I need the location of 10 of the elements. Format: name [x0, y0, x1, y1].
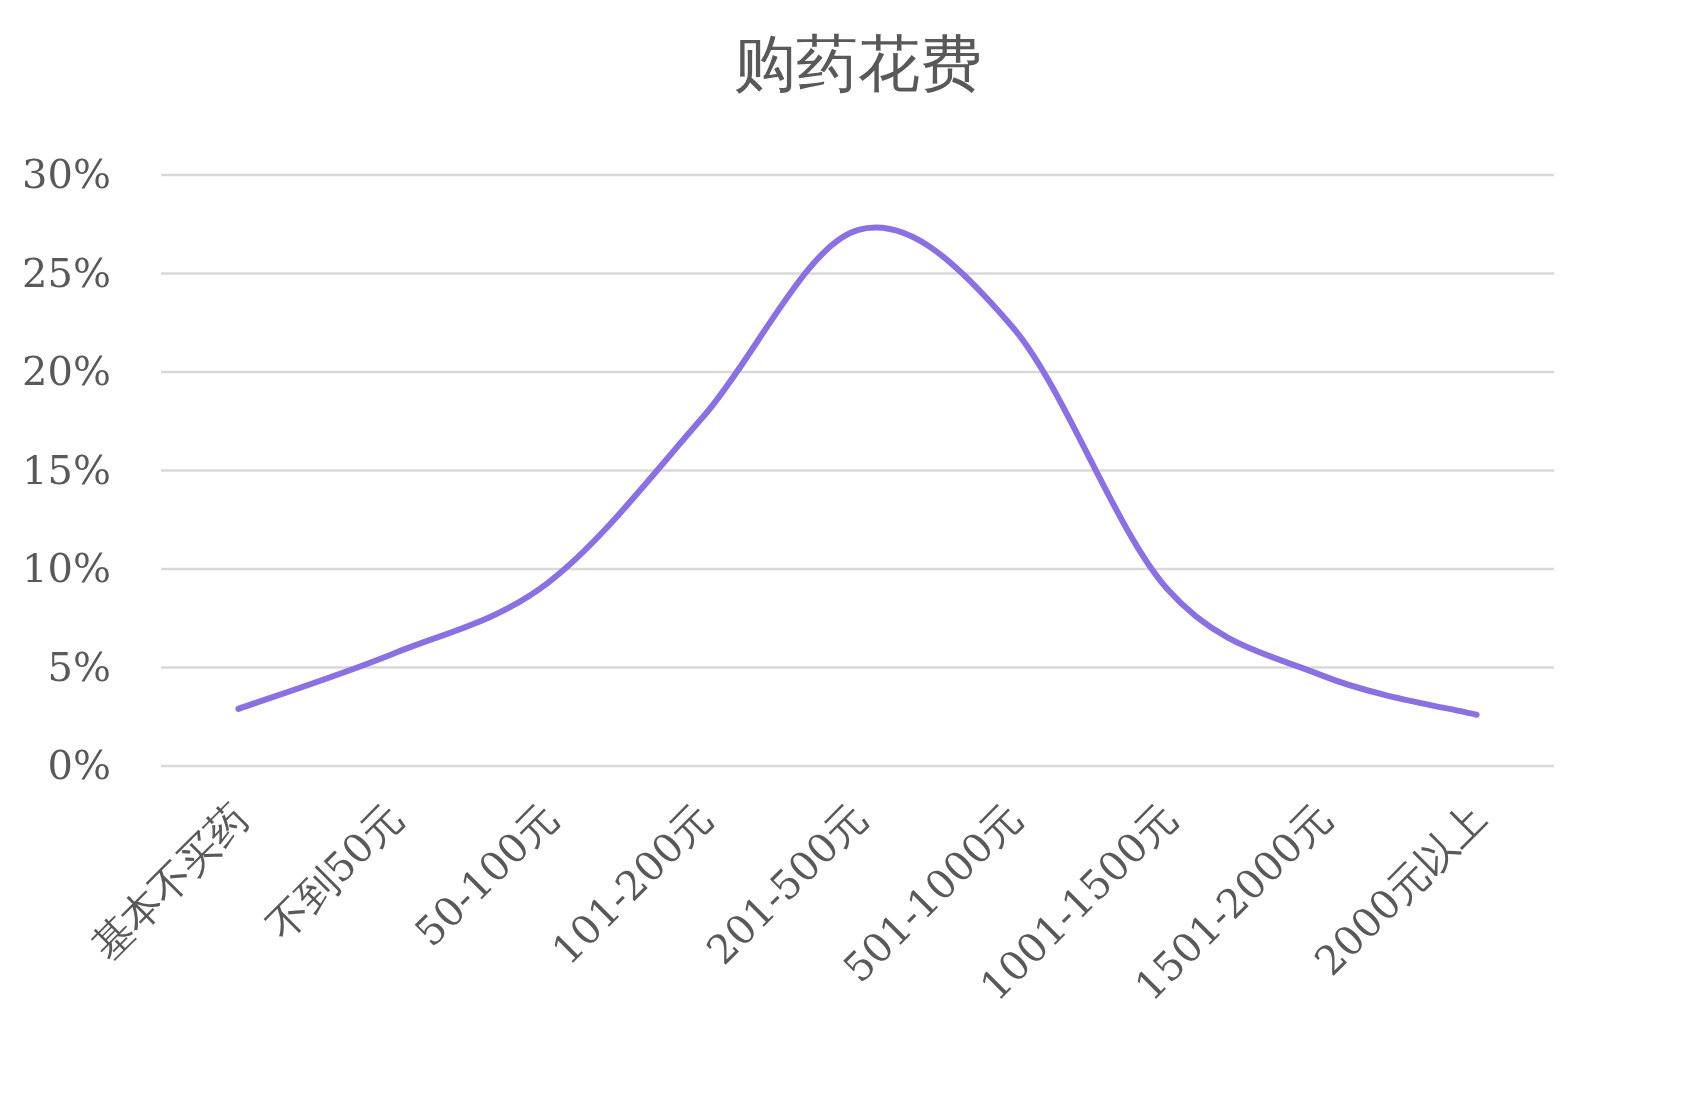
y-tick-label: 0%: [47, 742, 111, 788]
y-tick-label: 15%: [22, 446, 111, 493]
x-tick-label: 不到50元: [258, 794, 412, 949]
y-tick-label: 5%: [47, 643, 111, 690]
y-tick-label: 20%: [22, 348, 111, 394]
y-tick-label: 30%: [22, 151, 111, 197]
y-tick-label: 10%: [22, 545, 111, 591]
y-tick-label: 25%: [22, 249, 111, 296]
chart-title: 购药花费: [733, 27, 982, 100]
x-tick-label: 基本不买药: [82, 794, 257, 969]
